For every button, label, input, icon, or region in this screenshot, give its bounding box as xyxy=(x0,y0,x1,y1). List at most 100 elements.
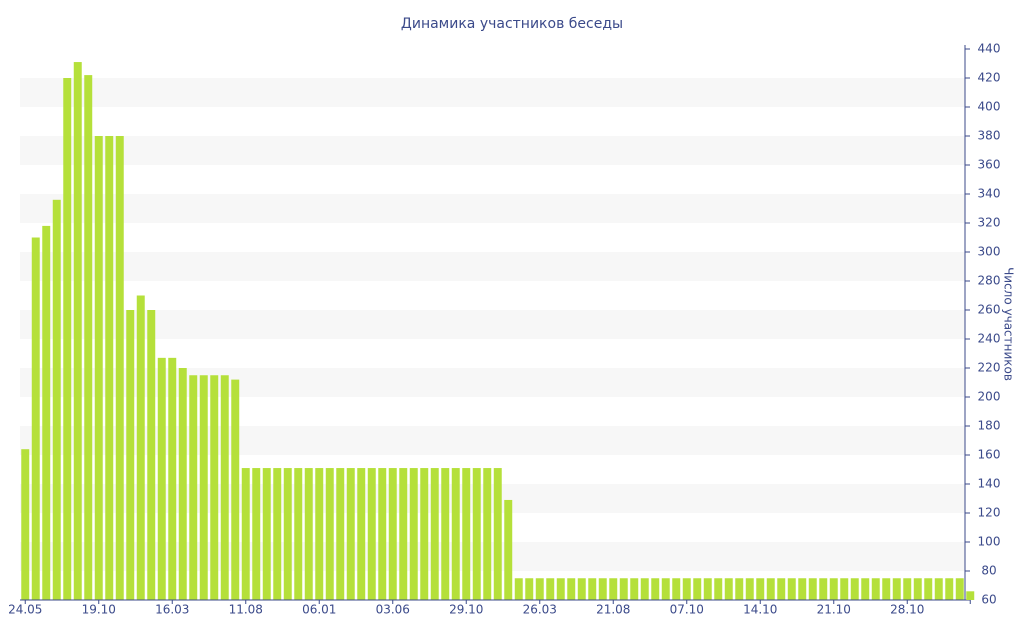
chart-title: Динамика участников беседы xyxy=(401,16,623,32)
bar xyxy=(546,578,555,600)
grid-band xyxy=(20,484,965,513)
bar xyxy=(945,578,954,600)
bar xyxy=(420,468,429,600)
bar xyxy=(567,578,576,600)
bar xyxy=(819,578,828,600)
bar xyxy=(766,578,775,600)
y-tick-label: 120 xyxy=(978,506,1001,520)
bar xyxy=(126,310,135,600)
grid-band xyxy=(20,426,965,455)
bar xyxy=(966,591,975,600)
grid-band xyxy=(20,252,965,281)
x-tick-label: 21.10 xyxy=(817,603,851,617)
bar xyxy=(220,375,229,600)
y-tick-label: 300 xyxy=(978,245,1001,259)
x-tick-label: 29.10 xyxy=(449,603,483,617)
x-tick-label: 14.10 xyxy=(743,603,777,617)
bar xyxy=(672,578,681,600)
bar xyxy=(388,468,397,600)
y-tick-label: 400 xyxy=(978,100,1001,114)
bar xyxy=(189,375,198,600)
bar xyxy=(472,468,481,600)
bar xyxy=(577,578,586,600)
bar xyxy=(535,578,544,600)
bar xyxy=(787,578,796,600)
bar xyxy=(504,499,513,600)
x-tick-label: 26.03 xyxy=(523,603,557,617)
y-tick-label: 80 xyxy=(981,564,996,578)
bar xyxy=(94,136,103,600)
bar xyxy=(105,136,114,600)
y-tick-label: 260 xyxy=(978,303,1001,317)
bar xyxy=(630,578,639,600)
bar xyxy=(798,578,807,600)
bar xyxy=(924,578,933,600)
y-tick-label: 280 xyxy=(978,274,1001,288)
bar xyxy=(735,578,744,600)
bar xyxy=(693,578,702,600)
y-tick-label: 360 xyxy=(978,158,1001,172)
bar xyxy=(378,468,387,600)
y-tick-label: 100 xyxy=(978,535,1001,549)
bar xyxy=(325,468,334,600)
y-tick-label: 440 xyxy=(978,42,1001,56)
bar xyxy=(661,578,670,600)
y-tick-label: 140 xyxy=(978,477,1001,491)
bar xyxy=(955,578,964,600)
bar xyxy=(21,449,30,600)
bar xyxy=(840,578,849,600)
bar xyxy=(588,578,597,600)
y-tick-label: 420 xyxy=(978,71,1001,85)
x-tick-label: 28.10 xyxy=(890,603,924,617)
y-tick-label: 200 xyxy=(978,390,1001,404)
grid-band xyxy=(20,368,965,397)
grid-band xyxy=(20,78,965,107)
bar xyxy=(703,578,712,600)
y-tick-label: 60 xyxy=(981,593,996,607)
bar xyxy=(850,578,859,600)
bar xyxy=(31,237,40,600)
bar xyxy=(745,578,754,600)
bar xyxy=(168,357,177,600)
bar xyxy=(367,468,376,600)
bar xyxy=(462,468,471,600)
bar xyxy=(619,578,628,600)
y-tick-label: 340 xyxy=(978,187,1001,201)
x-tick-label: 03.06 xyxy=(376,603,410,617)
bar xyxy=(808,578,817,600)
bar xyxy=(147,310,156,600)
bar xyxy=(63,78,72,600)
bar xyxy=(315,468,324,600)
bar xyxy=(84,75,93,601)
bar xyxy=(514,578,523,600)
y-tick-label: 220 xyxy=(978,361,1001,375)
bar xyxy=(210,375,219,600)
bar xyxy=(178,368,187,600)
x-tick-label: 24.05 xyxy=(8,603,42,617)
x-tick-label: 21.08 xyxy=(596,603,630,617)
bar xyxy=(651,578,660,600)
bar xyxy=(241,468,250,600)
bar xyxy=(73,62,82,601)
bar xyxy=(871,578,880,600)
y-tick-label: 180 xyxy=(978,419,1001,433)
bar xyxy=(609,578,618,600)
bar xyxy=(903,578,912,600)
bar xyxy=(52,199,61,601)
bar xyxy=(892,578,901,600)
bar xyxy=(262,468,271,600)
bar xyxy=(294,468,303,600)
y-tick-label: 320 xyxy=(978,216,1001,230)
bar xyxy=(430,468,439,600)
bar xyxy=(42,225,51,600)
bar xyxy=(724,578,733,600)
x-tick-label: 19.10 xyxy=(82,603,116,617)
bar xyxy=(357,468,366,600)
bar xyxy=(756,578,765,600)
y-axis-label: Число участников xyxy=(1002,267,1016,381)
y-tick-label: 380 xyxy=(978,129,1001,143)
bar xyxy=(157,357,166,600)
bar xyxy=(882,578,891,600)
bar xyxy=(556,578,565,600)
